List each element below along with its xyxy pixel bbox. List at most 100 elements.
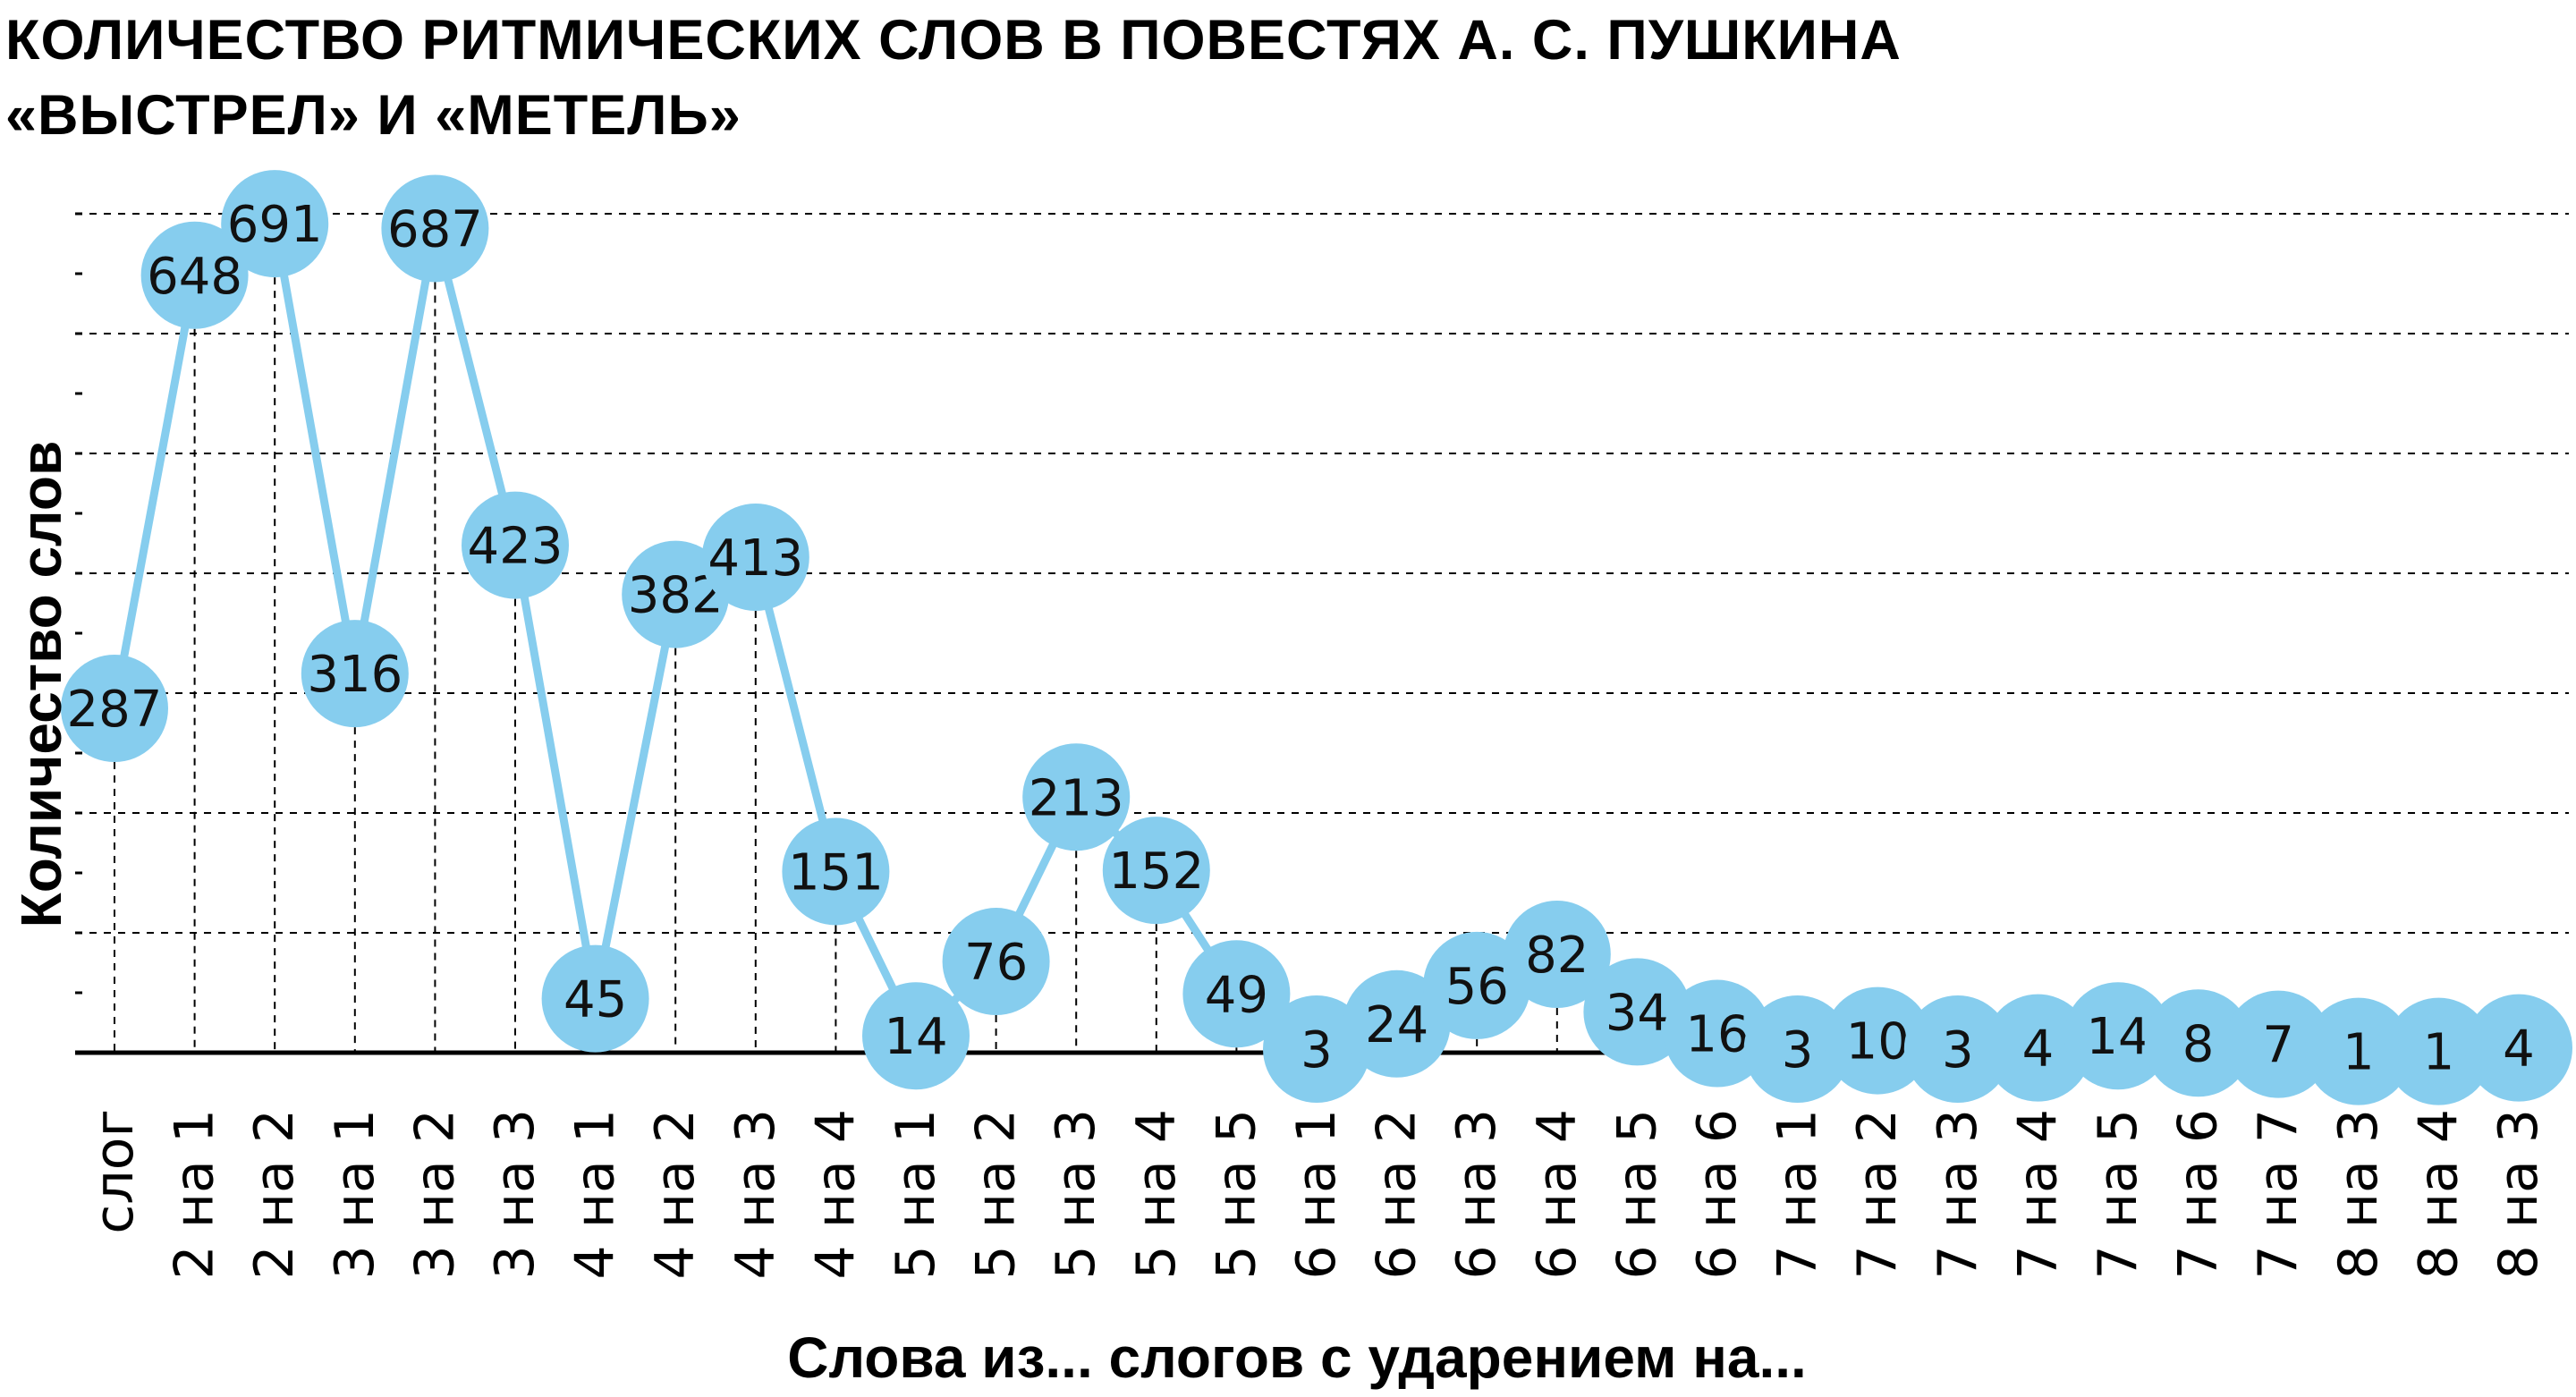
data-point [942, 908, 1050, 1016]
data-label: 8 [2182, 1015, 2215, 1073]
x-tick-label: 7 на 6 [2167, 1109, 2230, 1280]
x-tick-label: 4 на 4 [804, 1109, 867, 1280]
data-label: 687 [387, 200, 483, 258]
x-tick-label: 5 на 2 [965, 1109, 1028, 1280]
data-point [782, 817, 890, 926]
gridlines [89, 213, 2569, 934]
data-point [1022, 743, 1131, 851]
data-point [1343, 969, 1451, 1078]
data-point [1664, 979, 1771, 1088]
data-label: 3 [1301, 1021, 1333, 1080]
data-point [462, 491, 569, 599]
data-label: 316 [307, 646, 402, 704]
data-label: 34 [1606, 984, 1669, 1042]
x-tick-label: 7 на 4 [2006, 1109, 2069, 1280]
x-tick-label: 6 на 3 [1445, 1109, 1508, 1280]
data-point [61, 655, 168, 763]
x-tick-label: 5 на 3 [1045, 1109, 1107, 1280]
x-dropdown-lines [114, 224, 2520, 1053]
data-label: 1 [2423, 1024, 2455, 1082]
x-tick-label: 4 на 1 [564, 1109, 627, 1280]
x-tick-label: 2 на 1 [164, 1109, 226, 1280]
data-label: 413 [708, 529, 803, 588]
data-label: 7 [2262, 1017, 2294, 1075]
x-tick-label: 5 на 5 [1205, 1109, 1267, 1280]
data-points: 2876486913166874234538241315114762131524… [61, 170, 2572, 1105]
y-axis-label: Количество слов [9, 441, 73, 928]
data-point [1743, 995, 1852, 1103]
data-label: 45 [564, 971, 627, 1029]
chart-title-line-1: КОЛИЧЕСТВО РИТМИЧЕСКИХ СЛОВ В ПОВЕСТЯХ А… [5, 9, 1902, 72]
data-point [2144, 989, 2252, 1097]
y-axis-ticks [75, 212, 82, 995]
data-point [140, 221, 249, 329]
data-point [1182, 940, 1291, 1048]
data-label: 16 [1685, 1006, 1749, 1064]
data-label: 82 [1525, 927, 1589, 985]
data-point [862, 982, 970, 1090]
x-tick-label: 6 на 2 [1366, 1109, 1428, 1280]
x-tick-label: слог [83, 1109, 146, 1234]
data-label: 1 [2343, 1024, 2375, 1082]
x-tick-label: 6 на 6 [1686, 1109, 1749, 1280]
data-point [622, 540, 730, 648]
x-tick-label: 6 на 5 [1606, 1109, 1668, 1280]
data-label: 423 [468, 518, 564, 576]
x-tick-label: 7 на 1 [1767, 1109, 1829, 1280]
data-label: 14 [884, 1008, 947, 1066]
x-tick-label: 8 на 4 [2407, 1109, 2470, 1280]
data-label: 287 [67, 681, 163, 739]
x-tick-label: 6 на 4 [1526, 1109, 1589, 1280]
data-label: 76 [964, 934, 1028, 992]
data-point [2385, 997, 2493, 1105]
x-tick-label: 5 на 1 [885, 1109, 947, 1280]
x-tick-label: 7 на 5 [2087, 1109, 2149, 1280]
x-axis-label: Слова из... слогов с ударением на... [787, 1325, 1807, 1390]
data-point [2064, 982, 2172, 1090]
data-point [1984, 994, 2092, 1102]
data-point [2465, 994, 2572, 1102]
x-tick-label: 8 на 3 [2487, 1109, 2550, 1280]
data-point [2304, 997, 2412, 1105]
data-point [1102, 817, 1210, 925]
data-label: 3 [1942, 1021, 1974, 1080]
x-axis-tick-labels: слог 2 на 1 2 на 2 3 на 1 3 на 2 3 на 3 4 на 1… [83, 1109, 2550, 1280]
data-label: 648 [147, 248, 242, 306]
data-label: 213 [1029, 769, 1124, 827]
data-label: 151 [788, 843, 884, 902]
chart-title-line-2: «ВЫСТРЕЛ» И «МЕТЕЛЬ» [5, 84, 741, 147]
x-tick-label: 5 на 4 [1125, 1109, 1188, 1280]
x-tick-label: 7 на 2 [1846, 1109, 1909, 1280]
x-tick-label: 8 на 3 [2327, 1109, 2390, 1280]
data-label: 152 [1108, 842, 1204, 901]
data-point [221, 170, 329, 278]
data-point [1503, 901, 1611, 1009]
data-label: 4 [2022, 1020, 2055, 1079]
data-point [1903, 995, 2012, 1103]
x-tick-label: 3 на 3 [484, 1109, 547, 1280]
data-label: 24 [1365, 996, 1428, 1054]
data-point [301, 620, 409, 728]
x-tick-label: 6 на 1 [1285, 1109, 1348, 1280]
data-label: 14 [2086, 1008, 2149, 1066]
x-tick-label: 4 на 2 [644, 1109, 707, 1280]
x-tick-label: 2 на 2 [243, 1109, 306, 1280]
data-point [2224, 990, 2333, 1098]
data-label: 10 [1846, 1013, 1910, 1071]
series-line [110, 219, 2520, 1056]
data-label: 49 [1205, 966, 1268, 1024]
x-tick-label: 3 на 1 [324, 1109, 386, 1280]
data-point [381, 174, 489, 283]
data-point [701, 503, 809, 611]
data-label: 691 [227, 196, 323, 254]
x-tick-label: 7 на 3 [1927, 1109, 1989, 1280]
data-label: 4 [2503, 1020, 2535, 1079]
x-tick-label: 4 на 3 [724, 1109, 787, 1280]
data-point [1824, 986, 1932, 1095]
x-tick-label: 3 на 2 [403, 1109, 466, 1280]
x-tick-label: 7 на 7 [2247, 1109, 2309, 1280]
data-label: 56 [1445, 958, 1509, 1016]
data-point [541, 944, 649, 1053]
data-label: 3 [1782, 1021, 1814, 1080]
